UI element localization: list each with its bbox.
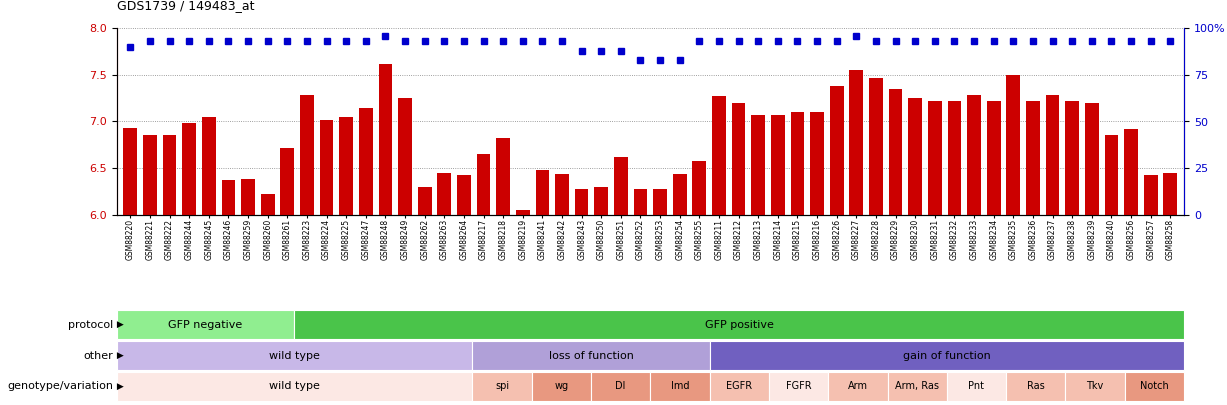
Bar — [810, 112, 825, 405]
Bar — [242, 179, 255, 405]
Bar — [987, 101, 1000, 405]
Bar — [1006, 75, 1020, 405]
Bar — [531, 372, 591, 401]
Bar — [202, 117, 216, 405]
Bar — [849, 70, 864, 405]
Bar — [320, 119, 334, 405]
Bar — [379, 64, 393, 405]
Text: Arm: Arm — [848, 382, 867, 391]
Bar — [828, 372, 887, 401]
Text: genotype/variation: genotype/variation — [7, 382, 113, 391]
Bar — [117, 341, 472, 370]
Bar — [771, 115, 785, 405]
Bar — [1104, 135, 1118, 405]
Bar — [294, 310, 1184, 339]
Bar — [535, 170, 550, 405]
Text: protocol: protocol — [67, 320, 113, 330]
Bar — [1163, 173, 1177, 405]
Bar — [117, 310, 294, 339]
Text: GFP negative: GFP negative — [168, 320, 243, 330]
Bar — [472, 372, 531, 401]
Bar — [633, 190, 648, 405]
Text: wild type: wild type — [269, 351, 320, 360]
Bar — [1065, 101, 1079, 405]
Text: EGFR: EGFR — [726, 382, 752, 391]
Text: Arm, Ras: Arm, Ras — [896, 382, 939, 391]
Text: Notch: Notch — [1140, 382, 1169, 391]
Bar — [888, 89, 903, 405]
Text: spi: spi — [494, 382, 509, 391]
Text: FGFR: FGFR — [785, 382, 811, 391]
Text: GFP positive: GFP positive — [704, 320, 774, 330]
Bar — [614, 157, 628, 405]
Bar — [947, 372, 1006, 401]
Bar — [672, 174, 687, 405]
Bar — [928, 101, 941, 405]
Bar — [869, 78, 883, 405]
Bar — [1124, 129, 1137, 405]
Bar — [731, 103, 746, 405]
Bar — [261, 194, 275, 405]
Bar — [417, 187, 432, 405]
Bar — [456, 175, 471, 405]
Text: Dl: Dl — [616, 382, 626, 391]
Text: Imd: Imd — [671, 382, 690, 391]
Bar — [574, 189, 589, 405]
Text: ▶: ▶ — [114, 382, 124, 391]
Bar — [908, 98, 921, 405]
Bar — [476, 154, 491, 405]
Bar — [183, 124, 196, 405]
Bar — [360, 109, 373, 405]
Text: wg: wg — [555, 382, 568, 391]
Bar — [1026, 101, 1039, 405]
Bar — [496, 138, 510, 405]
Bar — [222, 180, 236, 405]
Bar — [281, 147, 294, 405]
Bar — [1085, 103, 1098, 405]
Bar — [887, 372, 947, 401]
Bar — [515, 210, 530, 405]
Bar — [1045, 96, 1059, 405]
Text: Ras: Ras — [1027, 382, 1044, 391]
Bar — [751, 115, 766, 405]
Bar — [769, 372, 828, 401]
Text: other: other — [83, 351, 113, 360]
Bar — [398, 98, 412, 405]
Text: ▶: ▶ — [114, 320, 124, 329]
Bar — [712, 96, 726, 405]
Text: loss of function: loss of function — [548, 351, 633, 360]
Bar — [790, 112, 805, 405]
Bar — [947, 101, 961, 405]
Bar — [967, 96, 980, 405]
Bar — [437, 173, 452, 405]
Bar — [709, 372, 769, 401]
Bar — [472, 341, 709, 370]
Bar — [1065, 372, 1125, 401]
Bar — [1006, 372, 1065, 401]
Text: ▶: ▶ — [114, 351, 124, 360]
Bar — [653, 190, 667, 405]
Text: Tkv: Tkv — [1086, 382, 1104, 391]
Bar — [555, 174, 569, 405]
Bar — [340, 117, 353, 405]
Bar — [594, 187, 609, 405]
Bar — [591, 372, 650, 401]
Bar — [124, 128, 137, 405]
Bar — [144, 135, 157, 405]
Bar — [301, 96, 314, 405]
Bar — [709, 341, 1184, 370]
Bar — [692, 161, 707, 405]
Bar — [1125, 372, 1184, 401]
Text: gain of function: gain of function — [903, 351, 990, 360]
Bar — [829, 86, 844, 405]
Text: Pnt: Pnt — [968, 382, 984, 391]
Bar — [117, 372, 472, 401]
Bar — [650, 372, 709, 401]
Bar — [163, 135, 177, 405]
Text: wild type: wild type — [269, 382, 320, 391]
Text: GDS1739 / 149483_at: GDS1739 / 149483_at — [117, 0, 254, 12]
Bar — [1144, 175, 1157, 405]
